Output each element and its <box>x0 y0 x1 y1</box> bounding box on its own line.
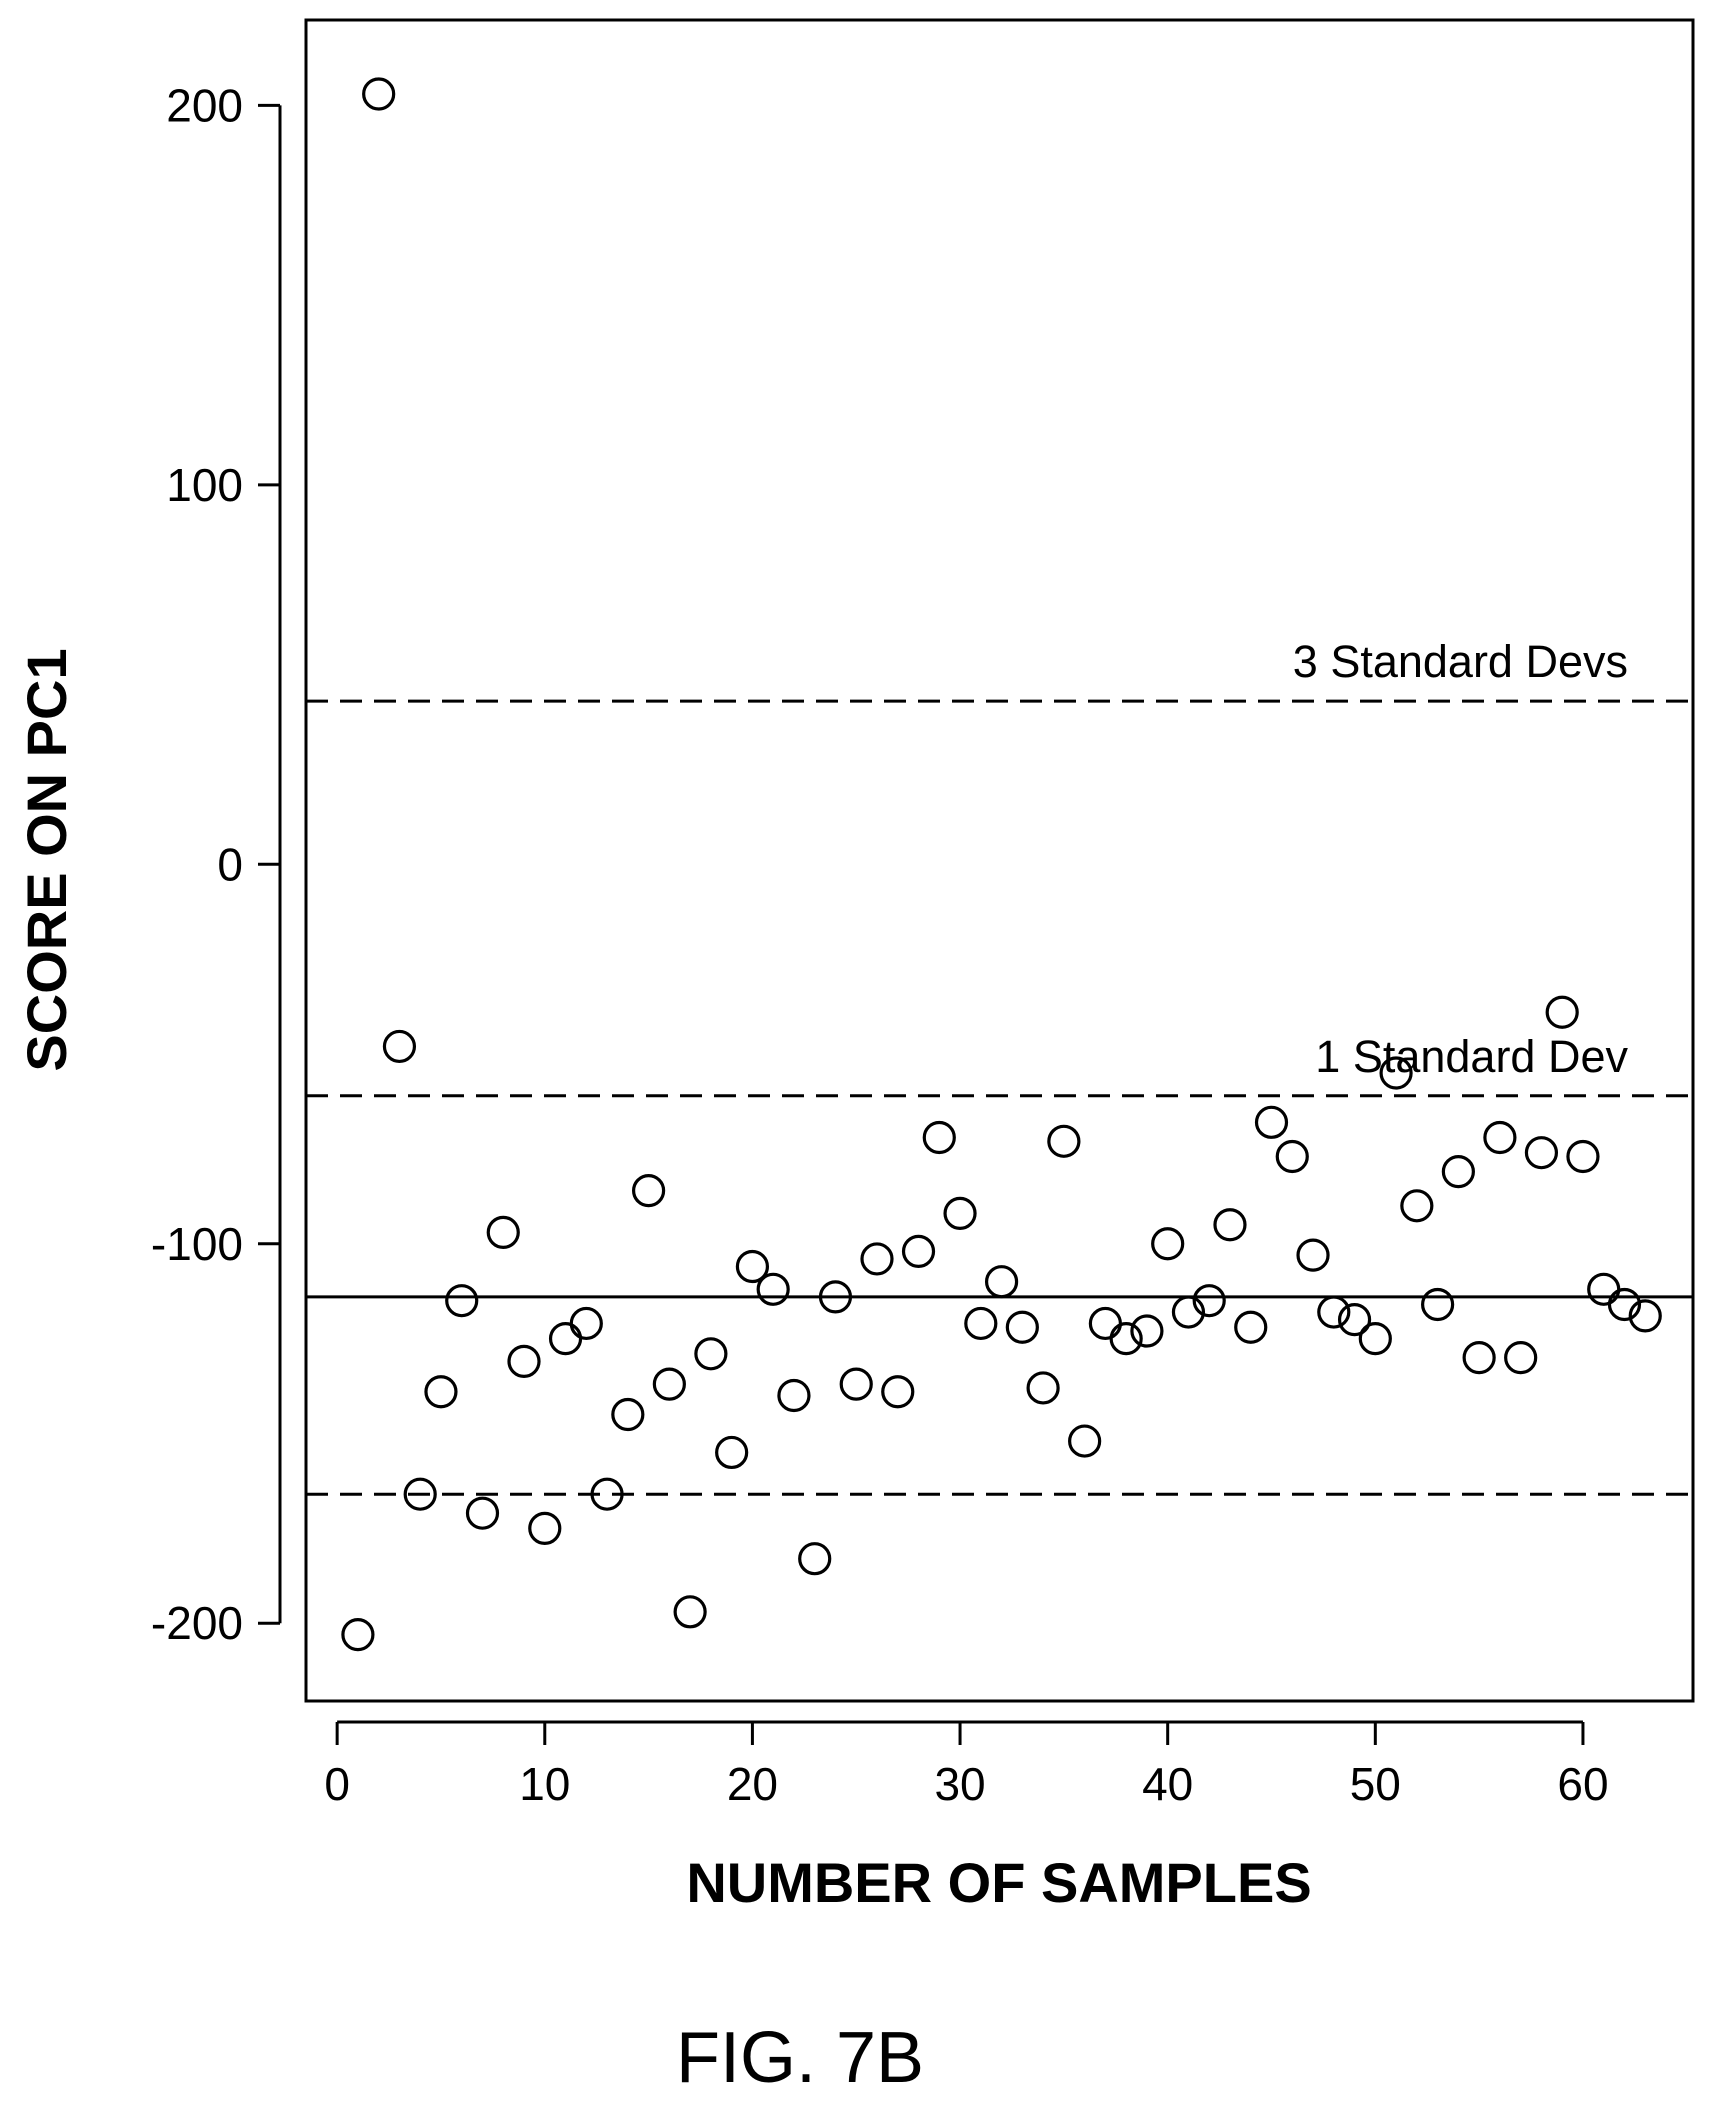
data-point <box>922 1120 956 1155</box>
data-point <box>569 1306 603 1341</box>
data-point <box>756 1272 790 1306</box>
data-point <box>1088 1306 1122 1341</box>
data-point <box>1026 1371 1060 1405</box>
data-point <box>362 77 396 111</box>
data-point <box>984 1265 1019 1299</box>
data-point <box>777 1378 811 1413</box>
data-point <box>901 1234 936 1268</box>
data-point <box>694 1337 728 1371</box>
data-point <box>715 1435 749 1470</box>
data-point <box>1275 1139 1309 1174</box>
figure-caption: FIG. 7B <box>676 2018 924 2098</box>
y-tick-label: 100 <box>166 459 243 511</box>
data-point <box>590 1477 624 1511</box>
data-point <box>1566 1139 1600 1174</box>
data-point <box>1171 1295 1206 1329</box>
data-point <box>424 1375 458 1409</box>
data-point <box>1047 1124 1081 1158</box>
data-point <box>1192 1284 1226 1318</box>
data-point <box>403 1477 437 1511</box>
data-point <box>798 1542 832 1576</box>
data-point <box>507 1344 541 1378</box>
data-point <box>1358 1322 1392 1356</box>
data-points <box>341 77 1662 1652</box>
data-point <box>1213 1208 1247 1242</box>
data-point <box>735 1249 770 1284</box>
y-axis-title: SCORE ON PC1 <box>15 648 78 1071</box>
data-point <box>548 1322 583 1356</box>
data-point <box>445 1284 479 1318</box>
data-point <box>1296 1238 1330 1272</box>
data-point <box>465 1496 500 1530</box>
y-tick-label: -100 <box>151 1218 243 1270</box>
data-point <box>528 1511 562 1545</box>
x-tick-label: 0 <box>324 1758 350 1810</box>
data-point <box>1400 1189 1434 1223</box>
reference-line-label: 1 Standard Dev <box>1315 1031 1628 1082</box>
data-point <box>1234 1310 1268 1344</box>
x-tick-label: 50 <box>1350 1758 1401 1810</box>
data-point <box>1628 1299 1662 1333</box>
data-point <box>839 1367 873 1401</box>
data-point <box>1379 1056 1413 1090</box>
x-axis-title: NUMBER OF SAMPLES <box>686 1851 1311 1914</box>
y-axis: 200 100 0 -100 -200 <box>151 79 282 1649</box>
x-tick-label: 20 <box>727 1758 778 1810</box>
x-axis: 0 10 20 30 40 50 60 <box>324 1720 1609 1810</box>
reference-line-labels: 3 Standard Devs 1 Standard Dev <box>1293 636 1629 1082</box>
plot-frame <box>304 18 1695 1703</box>
y-tick-label: -200 <box>151 1597 243 1649</box>
x-tick-label: 30 <box>934 1758 985 1810</box>
data-point <box>611 1397 645 1432</box>
reference-line-label: 3 Standard Devs <box>1293 636 1628 687</box>
data-point <box>943 1196 977 1230</box>
x-tick-label: 40 <box>1142 1758 1193 1810</box>
data-point <box>1545 995 1579 1029</box>
data-point <box>382 1029 417 1064</box>
data-point <box>1504 1340 1538 1375</box>
x-tick-label: 10 <box>519 1758 570 1810</box>
x-tick-label: 60 <box>1557 1758 1608 1810</box>
data-point <box>1462 1340 1496 1375</box>
data-point <box>818 1280 853 1314</box>
data-point <box>673 1595 707 1629</box>
data-point <box>341 1617 375 1652</box>
data-point <box>1421 1287 1455 1322</box>
data-point <box>1587 1272 1621 1306</box>
y-tick-label: 200 <box>166 79 243 131</box>
data-point <box>1254 1105 1289 1139</box>
y-tick-label: 0 <box>217 838 243 890</box>
data-point <box>1441 1155 1475 1189</box>
data-point <box>1483 1120 1517 1155</box>
data-point <box>1524 1136 1559 1170</box>
data-point <box>1607 1287 1642 1322</box>
reference-lines <box>306 699 1693 1496</box>
data-point <box>631 1174 666 1208</box>
data-point <box>1109 1322 1143 1356</box>
data-point <box>860 1242 894 1276</box>
data-point <box>1337 1303 1372 1337</box>
data-point <box>964 1306 998 1341</box>
data-point <box>1151 1227 1185 1261</box>
data-point <box>486 1215 520 1249</box>
data-point <box>652 1367 686 1401</box>
data-point <box>1130 1314 1164 1348</box>
data-point <box>1317 1295 1351 1329</box>
data-point <box>1068 1424 1102 1458</box>
data-point <box>1005 1310 1039 1344</box>
data-point <box>881 1375 915 1409</box>
